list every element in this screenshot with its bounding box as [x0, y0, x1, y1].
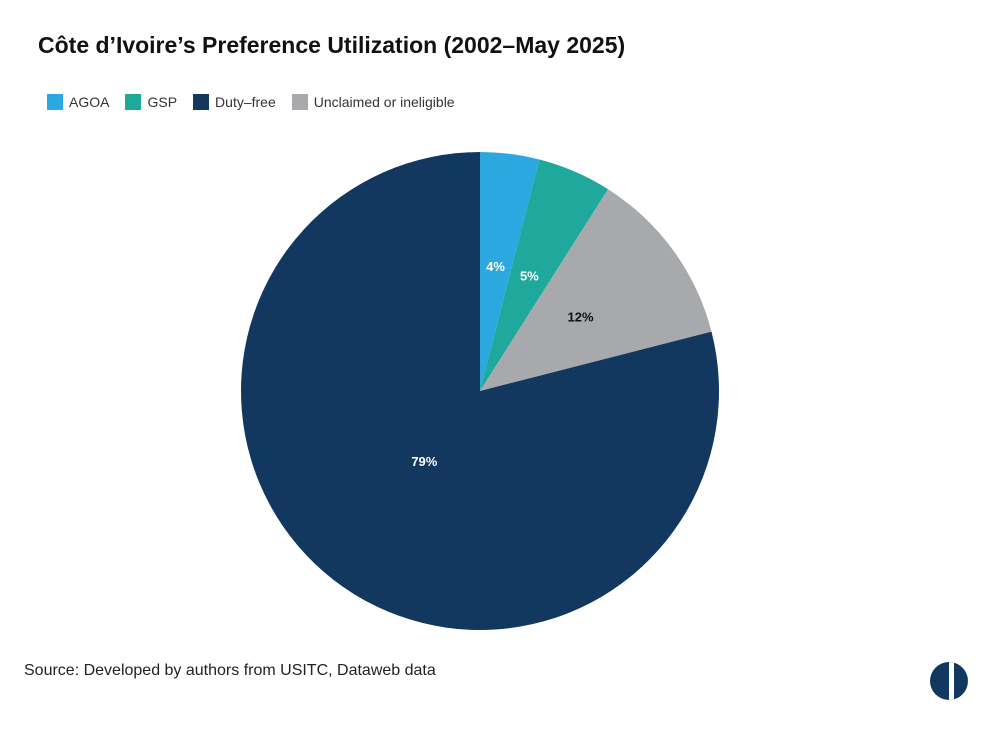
pie-data-label: 4% [486, 259, 505, 274]
legend-label-gsp: GSP [147, 94, 178, 110]
half-circle-logo-icon [930, 662, 968, 700]
legend-item-unclaimed: Unclaimed or ineligible [291, 94, 455, 110]
pie-slice-unclaimed-or-ineligible [480, 189, 712, 391]
legend-label-duty-free: Duty–free [215, 94, 276, 110]
pie-data-label: 12% [568, 309, 594, 324]
legend-label-agoa: AGOA [69, 94, 110, 110]
chart-title: Côte d’Ivoire’s Preference Utilization (… [38, 32, 626, 58]
pie-slice-duty-free [241, 152, 719, 630]
pie-data-label: 5% [520, 268, 539, 283]
legend-swatch-agoa [47, 94, 63, 110]
legend-label-unclaimed: Unclaimed or ineligible [313, 94, 455, 110]
pie-slice-agoa [480, 152, 540, 391]
legend-item-gsp: GSP [125, 94, 177, 110]
chart-legend: AGOA GSP Duty–free Unclaimed or ineligib… [47, 94, 455, 110]
legend-swatch-gsp [125, 94, 142, 110]
pie-slice-gsp [480, 159, 609, 391]
source-note: Source: Developed by authors from USITC,… [24, 662, 436, 679]
legend-item-agoa: AGOA [47, 94, 109, 110]
pie-data-label: 79% [411, 454, 437, 469]
legend-swatch-duty-free [193, 94, 210, 110]
legend-swatch-unclaimed [291, 94, 308, 110]
legend-item-duty-free: Duty–free [193, 94, 276, 110]
